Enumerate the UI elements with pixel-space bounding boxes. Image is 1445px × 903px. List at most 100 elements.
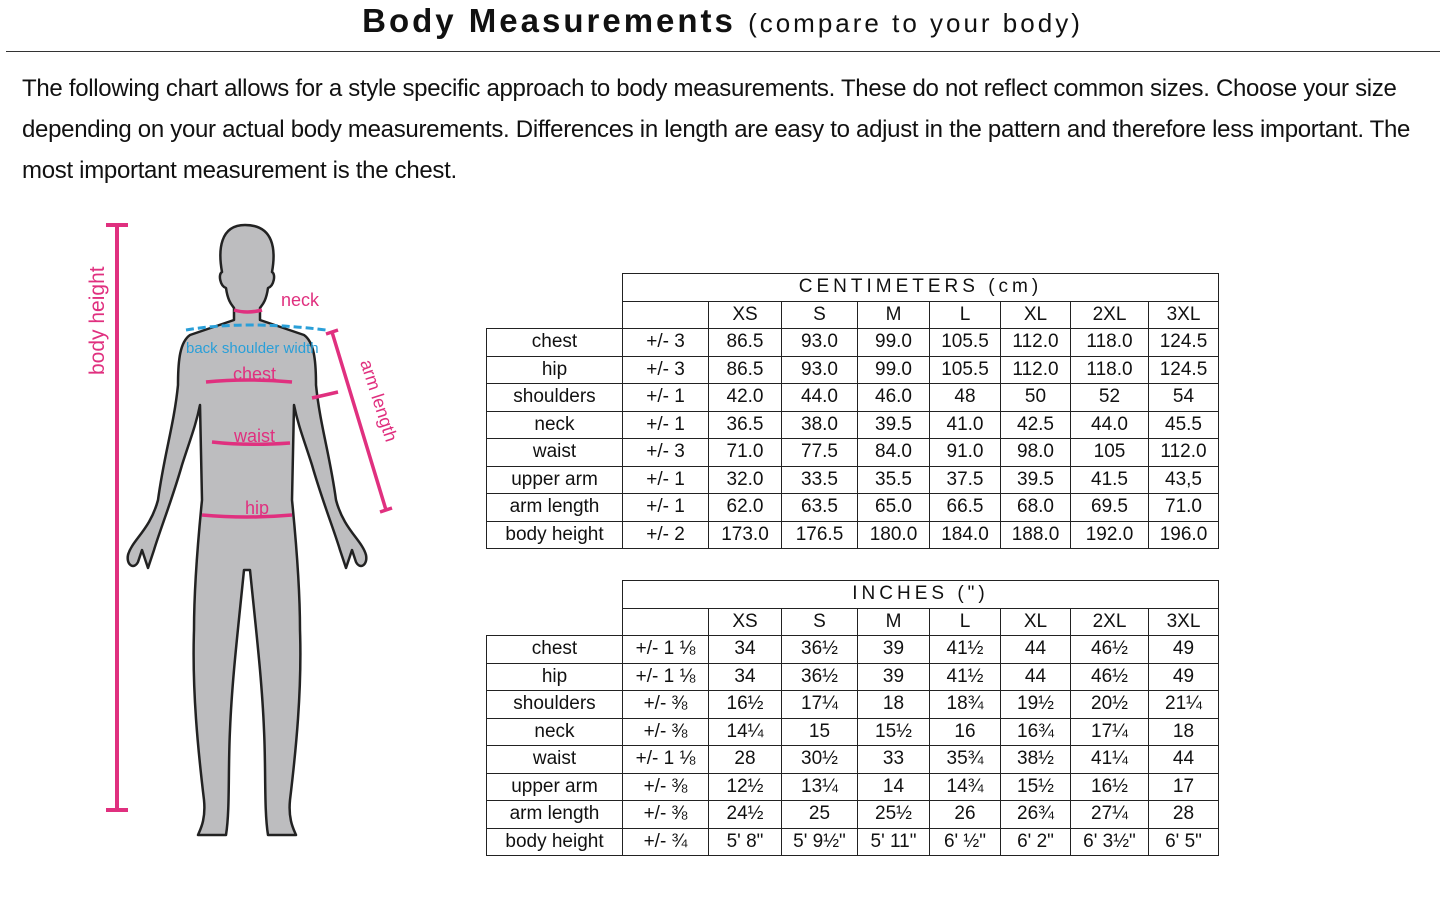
size-header: L bbox=[929, 300, 1001, 329]
value-cell: 49 bbox=[1148, 635, 1219, 664]
value-cell: 86.5 bbox=[708, 355, 782, 384]
intro-text: The following chart allows for a style s… bbox=[22, 75, 1411, 184]
value-cell: 16 bbox=[929, 717, 1001, 746]
tolerance-cell: +/- 1 bbox=[622, 465, 709, 494]
tolerance-header bbox=[622, 300, 709, 329]
divider bbox=[6, 51, 1440, 52]
unit-header-row: INCHES (") bbox=[487, 580, 1219, 609]
value-cell: 26¾ bbox=[1000, 800, 1071, 829]
value-cell: 15 bbox=[781, 717, 858, 746]
value-cell: 35¾ bbox=[929, 745, 1001, 774]
value-cell: 118.0 bbox=[1070, 328, 1149, 357]
size-header: 3XL bbox=[1148, 607, 1219, 636]
value-cell: 37.5 bbox=[929, 465, 1001, 494]
measurement-label: waist bbox=[486, 745, 623, 774]
value-cell: 15½ bbox=[857, 717, 930, 746]
silhouette bbox=[126, 223, 368, 837]
measurement-label: upper arm bbox=[486, 465, 623, 494]
measurement-label: hip bbox=[486, 355, 623, 384]
value-cell: 43,5 bbox=[1148, 465, 1219, 494]
value-cell: 15½ bbox=[1000, 772, 1071, 801]
size-header: 2XL bbox=[1070, 607, 1149, 636]
value-cell: 28 bbox=[1148, 800, 1219, 829]
measurement-label: chest bbox=[486, 328, 623, 357]
table-row: waist +/- 1 ⅛ 28 30½ 33 35¾ 38½ 41¼ 44 bbox=[486, 745, 1219, 774]
value-cell: 46½ bbox=[1070, 635, 1149, 664]
label-body-height: body height bbox=[86, 266, 109, 375]
value-cell: 5' 8" bbox=[708, 827, 782, 856]
table-row: shoulders +/- 1 42.0 44.0 46.0 48 50 52 54 bbox=[486, 383, 1219, 412]
tolerance-cell: +/- 1 ⅛ bbox=[622, 662, 709, 691]
value-cell: 105 bbox=[1070, 438, 1149, 467]
value-cell: 6' ½" bbox=[929, 827, 1001, 856]
measurement-label: shoulders bbox=[486, 690, 623, 719]
value-cell: 5' 11" bbox=[857, 827, 930, 856]
value-cell: 24½ bbox=[708, 800, 782, 829]
measurement-label: neck bbox=[486, 410, 623, 439]
value-cell: 52 bbox=[1070, 383, 1149, 412]
value-cell: 45.5 bbox=[1148, 410, 1219, 439]
value-cell: 14¼ bbox=[708, 717, 782, 746]
shoulder-line bbox=[185, 323, 327, 332]
value-cell: 93.0 bbox=[781, 328, 858, 357]
value-cell: 14¾ bbox=[929, 772, 1001, 801]
size-header-row: XS S M L XL 2XL 3XL bbox=[487, 607, 1219, 636]
value-cell: 93.0 bbox=[781, 355, 858, 384]
size-header: S bbox=[781, 607, 858, 636]
value-cell: 180.0 bbox=[857, 520, 930, 549]
value-cell: 14 bbox=[857, 772, 930, 801]
value-cell: 16½ bbox=[708, 690, 782, 719]
size-header: 3XL bbox=[1148, 300, 1219, 329]
measurement-label: chest bbox=[486, 635, 623, 664]
table-row: hip +/- 3 86.5 93.0 99.0 105.5 112.0 118.0 124.5 bbox=[486, 355, 1219, 384]
label-chest: chest bbox=[233, 364, 276, 384]
value-cell: 118.0 bbox=[1070, 355, 1149, 384]
value-cell: 39 bbox=[857, 662, 930, 691]
tolerance-cell: +/- 1 bbox=[622, 383, 709, 412]
value-cell: 13¼ bbox=[781, 772, 858, 801]
page-title: Body Measurements (compare to your body) bbox=[0, 2, 1445, 40]
tolerance-cell: +/- 1 bbox=[622, 493, 709, 522]
value-cell: 6' 3½" bbox=[1070, 827, 1149, 856]
blank-cell bbox=[487, 581, 623, 609]
size-header: XL bbox=[1000, 607, 1071, 636]
value-cell: 41.0 bbox=[929, 410, 1001, 439]
size-header: L bbox=[929, 607, 1001, 636]
value-cell: 28 bbox=[708, 745, 782, 774]
size-header-row: XS S M L XL 2XL 3XL bbox=[487, 300, 1219, 329]
value-cell: 17¼ bbox=[1070, 717, 1149, 746]
table-row: shoulders +/- ⅜ 16½ 17¼ 18 18¾ 19½ 20½ 21¼ bbox=[486, 690, 1219, 719]
table-row: hip +/- 1 ⅛ 34 36½ 39 41½ 44 46½ 49 bbox=[486, 662, 1219, 691]
value-cell: 17 bbox=[1148, 772, 1219, 801]
inches-table: INCHES (") XS S M L XL 2XL 3XL chest +/- 1 ⅛ 34 36½… bbox=[486, 580, 1219, 856]
value-cell: 25 bbox=[781, 800, 858, 829]
arm-length-line bbox=[325, 328, 393, 514]
value-cell: 44.0 bbox=[781, 383, 858, 412]
waist-line bbox=[211, 440, 291, 447]
tolerance-cell: +/- 3 bbox=[622, 438, 709, 467]
value-cell: 68.0 bbox=[1000, 493, 1071, 522]
value-cell: 99.0 bbox=[857, 355, 930, 384]
blank-cell bbox=[487, 301, 623, 329]
value-cell: 105.5 bbox=[929, 355, 1001, 384]
tolerance-cell: +/- ⅜ bbox=[622, 800, 709, 829]
value-cell: 42.0 bbox=[708, 383, 782, 412]
value-cell: 44 bbox=[1000, 662, 1071, 691]
value-cell: 17¼ bbox=[781, 690, 858, 719]
value-cell: 184.0 bbox=[929, 520, 1001, 549]
value-cell: 66.5 bbox=[929, 493, 1001, 522]
value-cell: 6' 5" bbox=[1148, 827, 1219, 856]
tolerance-cell: +/- ¾ bbox=[622, 827, 709, 856]
value-cell: 173.0 bbox=[708, 520, 782, 549]
table-row: body height +/- ¾ 5' 8" 5' 9½" 5' 11" 6' ½" 6'… bbox=[486, 827, 1219, 856]
value-cell: 44 bbox=[1148, 745, 1219, 774]
size-header: XS bbox=[708, 300, 782, 329]
value-cell: 71.0 bbox=[1148, 493, 1219, 522]
value-cell: 44 bbox=[1000, 635, 1071, 664]
value-cell: 36½ bbox=[781, 662, 858, 691]
table-row: arm length +/- 1 62.0 63.5 65.0 66.5 68.0 69.5 7… bbox=[486, 493, 1219, 522]
label-back-shoulder-width: back shoulder width bbox=[186, 340, 319, 357]
value-cell: 44.0 bbox=[1070, 410, 1149, 439]
value-cell: 192.0 bbox=[1070, 520, 1149, 549]
table-row: arm length +/- ⅜ 24½ 25 25½ 26 26¾ 27¼ 28 bbox=[486, 800, 1219, 829]
